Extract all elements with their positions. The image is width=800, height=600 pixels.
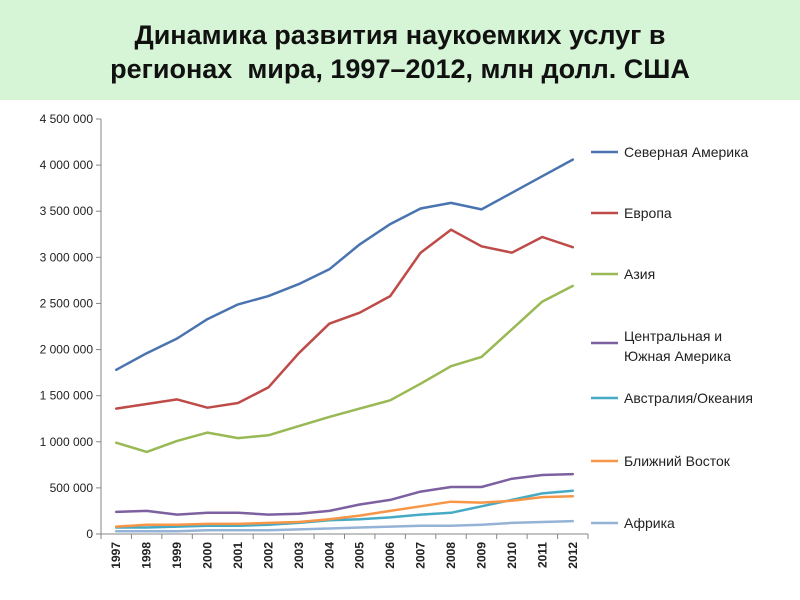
x-tick-label: 2008 bbox=[444, 542, 458, 569]
x-tick-label: 2001 bbox=[231, 542, 245, 569]
y-tick-label: 0 bbox=[86, 527, 93, 541]
x-tick-label: 2005 bbox=[353, 542, 367, 569]
x-tick-label: 1997 bbox=[109, 542, 123, 569]
x-tick-label: 2006 bbox=[383, 542, 397, 569]
y-tick-label: 2 500 000 bbox=[40, 296, 94, 310]
x-tick-label: 2009 bbox=[474, 542, 488, 569]
legend-label: Африка bbox=[624, 515, 675, 531]
y-tick-label: 4 000 000 bbox=[40, 158, 94, 172]
y-tick-label: 3 000 000 bbox=[40, 250, 94, 264]
legend-label: Европа bbox=[624, 205, 672, 221]
series-line bbox=[114, 519, 575, 533]
y-tick-label: 4 500 000 bbox=[40, 112, 94, 126]
y-tick-label: 500 000 bbox=[50, 481, 94, 495]
title-line-2: регионах мира, 1997–2012, млн долл. США bbox=[110, 54, 690, 84]
y-tick-label: 1 000 000 bbox=[40, 435, 94, 449]
series-line bbox=[114, 284, 575, 454]
line-chart: 0 500 000 1 000 000 1 500 000 2 000 000 2 500… bbox=[40, 112, 753, 569]
y-tick-label: 2 000 000 bbox=[40, 343, 94, 357]
x-tick-label: 2000 bbox=[201, 542, 215, 569]
page-title: Динамика развития наукоемких услуг в рег… bbox=[0, 18, 800, 86]
x-tick-label: 2003 bbox=[292, 542, 306, 569]
legend-label: Австралия/Океания bbox=[624, 390, 753, 406]
series-line bbox=[114, 489, 575, 529]
y-tick-label: 1 500 000 bbox=[40, 389, 94, 403]
series-line bbox=[114, 158, 575, 372]
legend-label: Азия bbox=[624, 266, 655, 282]
x-tick-label: 2007 bbox=[414, 542, 428, 569]
title-line-1: Динамика развития наукоемких услуг в bbox=[134, 20, 666, 50]
x-tick-label: 2011 bbox=[535, 542, 549, 568]
x-tick-label: 2012 bbox=[566, 542, 580, 569]
legend-label: Ближний Восток bbox=[624, 453, 731, 469]
x-tick-label: 1998 bbox=[140, 542, 154, 569]
chart-panel: 0 500 000 1 000 000 1 500 000 2 000 000 2 500… bbox=[0, 100, 800, 600]
x-tick-label: 2002 bbox=[261, 542, 275, 569]
legend-label: Центральная и Южная Америка bbox=[624, 328, 731, 364]
y-tick-label: 3 500 000 bbox=[40, 204, 94, 218]
x-tick-label: 2010 bbox=[505, 542, 519, 569]
series-line bbox=[114, 228, 575, 410]
x-tick-label: 1999 bbox=[170, 542, 184, 569]
series-line bbox=[114, 494, 575, 528]
legend-label: Северная Америка bbox=[624, 144, 749, 160]
x-tick-label: 2004 bbox=[322, 542, 336, 569]
series-line bbox=[114, 472, 575, 516]
